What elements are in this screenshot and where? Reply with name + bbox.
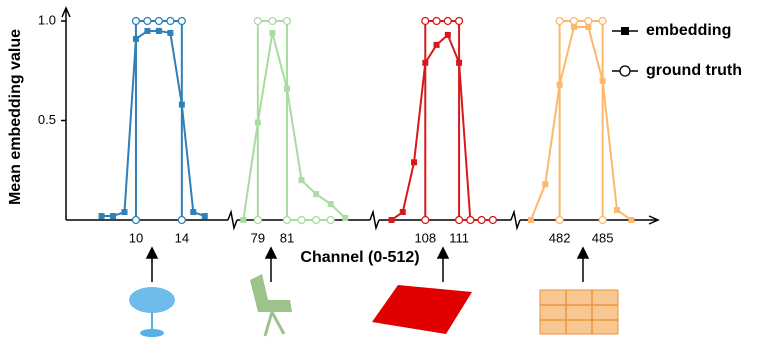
data-point <box>432 16 441 26</box>
data-point <box>388 217 395 223</box>
x-tick-label: 81 <box>280 230 294 245</box>
data-point <box>570 23 577 30</box>
data-point <box>177 16 186 26</box>
data-point <box>131 215 141 225</box>
data-point <box>311 215 321 225</box>
y-tick-label: 0.5 <box>38 112 56 127</box>
data-point <box>598 16 607 26</box>
data-point <box>454 16 464 26</box>
series-line <box>558 20 604 220</box>
data-point <box>131 16 141 26</box>
data-point <box>282 16 292 26</box>
data-point <box>399 209 406 216</box>
data-point <box>584 16 593 26</box>
data-point <box>466 215 475 225</box>
data-point <box>527 217 534 223</box>
data-point <box>110 213 117 220</box>
x-tick-label: 79 <box>251 230 265 245</box>
data-point <box>326 215 335 225</box>
data-point <box>98 213 105 220</box>
x-tick-label: 10 <box>129 230 143 245</box>
data-point <box>598 215 607 225</box>
axes <box>61 6 660 231</box>
data-point <box>240 217 247 223</box>
data-point <box>488 215 498 225</box>
data-point <box>433 41 440 48</box>
data-point <box>628 217 635 223</box>
data-point <box>555 16 564 26</box>
series-line <box>134 20 183 220</box>
series-line <box>390 33 472 221</box>
data-point <box>166 16 175 26</box>
data-point <box>268 16 277 26</box>
data-point <box>121 209 128 216</box>
x-axis-label: Channel (0-512) <box>300 249 419 266</box>
data-point <box>253 215 262 225</box>
data-point <box>144 27 151 34</box>
data-point <box>444 31 451 38</box>
legend-marker <box>621 27 629 35</box>
data-point <box>585 23 592 30</box>
y-axis-label: Mean embedding value <box>7 29 24 205</box>
data-point <box>443 16 452 26</box>
data-point <box>421 16 430 26</box>
data-point <box>253 16 262 26</box>
series-line <box>101 29 206 218</box>
data-point <box>269 29 276 36</box>
data-point <box>167 29 174 36</box>
data-point <box>542 181 549 188</box>
data-point <box>327 201 334 208</box>
x-tick-label: 108 <box>414 230 436 245</box>
data-point <box>555 215 564 225</box>
data-point <box>569 16 579 26</box>
data-point <box>411 159 418 166</box>
x-tick-label: 485 <box>592 230 614 245</box>
y-tick-label: 1.0 <box>38 12 56 27</box>
data-point <box>154 16 164 26</box>
data-point <box>282 215 292 225</box>
data-point <box>298 177 305 184</box>
legend-label: embedding <box>646 22 731 39</box>
data-point <box>143 16 152 26</box>
data-point <box>342 215 349 222</box>
data-point <box>313 191 320 198</box>
data-point <box>190 209 197 216</box>
legend-label: ground truth <box>646 62 742 79</box>
data-point <box>201 213 208 220</box>
data-point <box>614 207 620 214</box>
data-point <box>297 215 306 225</box>
series-line <box>529 25 632 221</box>
data-point <box>454 215 464 225</box>
shape-icons <box>129 246 619 337</box>
data-point <box>177 215 186 225</box>
data-point <box>421 215 430 225</box>
x-tick-label: 482 <box>549 230 571 245</box>
legend-marker <box>619 65 631 77</box>
data-point <box>155 27 162 34</box>
x-tick-label: 14 <box>175 230 189 245</box>
series-line <box>424 20 493 221</box>
x-tick-label: 111 <box>449 230 469 245</box>
data-point <box>477 215 486 225</box>
